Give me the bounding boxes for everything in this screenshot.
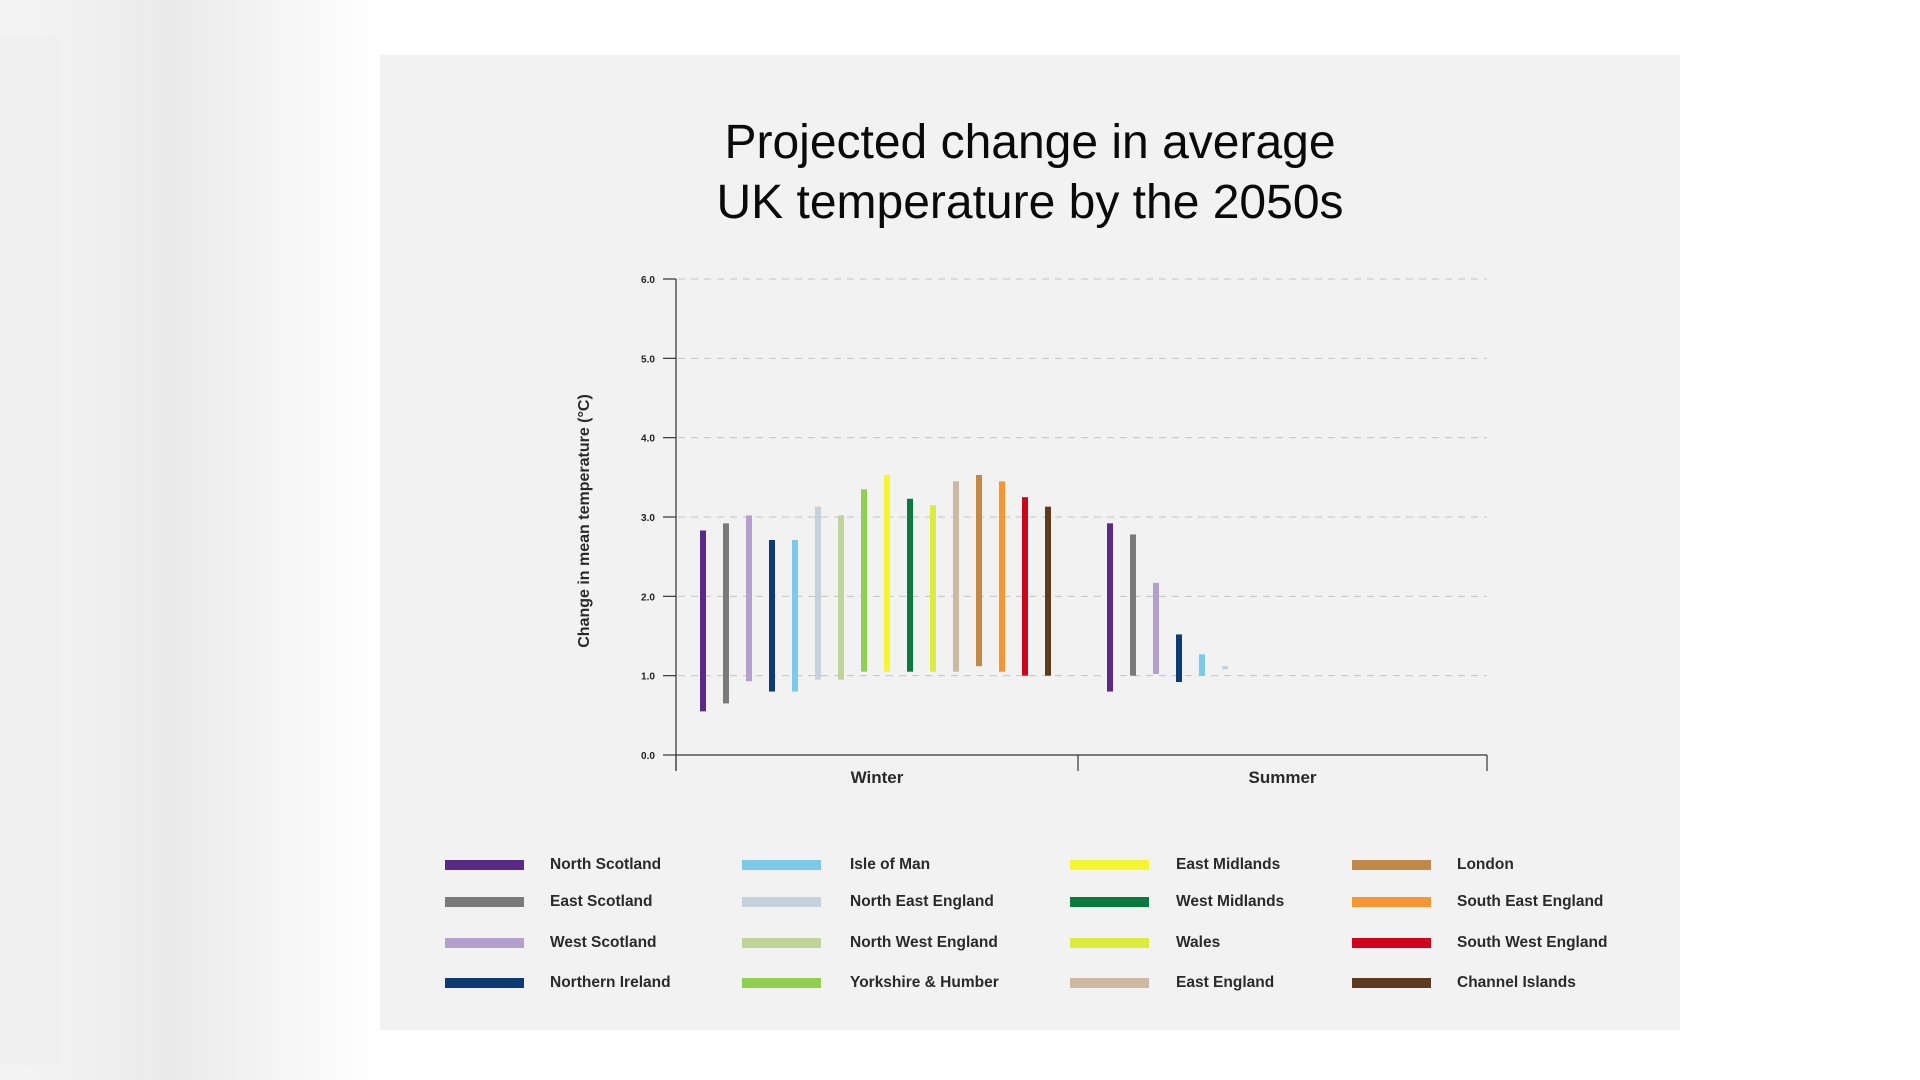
legend-swatch — [445, 938, 524, 948]
legend-label: North West England — [850, 934, 998, 951]
legend-swatch — [742, 938, 821, 948]
chart-title: Projected change in average UK temperatu… — [380, 113, 1680, 233]
y-tick-label: 5.0 — [641, 354, 655, 365]
legend-label: London — [1457, 856, 1514, 873]
legend-swatch — [445, 978, 524, 988]
legend-label: Yorkshire & Humber — [850, 974, 999, 991]
bar-summer — [1199, 654, 1205, 676]
y-tick-label: 3.0 — [641, 513, 655, 524]
legend-label: South East England — [1457, 893, 1604, 910]
chart-axes: 0.0 1.0 2.0 3.0 4.0 5.0 6.0 Winter Summer — [641, 275, 1488, 787]
legend-swatch — [742, 897, 821, 907]
legend-swatch — [1070, 978, 1149, 988]
bar-winter — [999, 481, 1005, 672]
legend-label: North East England — [850, 893, 994, 910]
y-tick-label: 6.0 — [641, 275, 655, 286]
legend-swatch — [1070, 860, 1149, 870]
bar-winter — [884, 474, 890, 672]
x-category-label: Winter — [851, 768, 904, 787]
legend-label: Channel Islands — [1457, 974, 1576, 991]
bar-winter — [815, 506, 821, 680]
chart-panel: Projected change in average UK temperatu… — [380, 55, 1680, 1030]
chart-title-line-2: UK temperature by the 2050s — [716, 176, 1344, 229]
legend-swatch — [445, 860, 524, 870]
chart-bars — [700, 474, 1228, 712]
bar-summer — [1153, 582, 1159, 675]
x-category-label: Summer — [1248, 768, 1316, 787]
y-tick-label: 1.0 — [641, 672, 655, 683]
bar-winter — [907, 498, 913, 672]
bar-winter — [1022, 497, 1028, 676]
legend-swatch — [1352, 860, 1431, 870]
legend-label: Wales — [1176, 934, 1221, 951]
legend-label: East Midlands — [1176, 856, 1281, 873]
legend-label: Northern Ireland — [550, 974, 671, 991]
legend-label: South West England — [1457, 934, 1608, 951]
bar-winter — [746, 515, 752, 682]
bar-winter — [723, 523, 729, 704]
legend-label: North Scotland — [550, 856, 662, 873]
bar-chart: 0.0 1.0 2.0 3.0 4.0 5.0 6.0 Winter Summer Change… — [576, 275, 1488, 787]
bar-winter — [1045, 506, 1051, 676]
legend-swatch — [742, 978, 821, 988]
bar-winter — [700, 530, 706, 712]
bar-winter — [861, 489, 867, 672]
chart-legend: North Scotland East Scotland West Scotland… — [380, 55, 1680, 1030]
bar-winter — [930, 505, 936, 672]
y-axis-label: Change in mean temperature (°C) — [576, 394, 593, 648]
legend-label: Isle of Man — [850, 856, 931, 873]
y-tick-label: 4.0 — [641, 434, 655, 445]
legend-label: West Scotland — [550, 934, 657, 951]
bar-winter — [976, 474, 982, 667]
bar-winter — [953, 481, 959, 672]
chart-title-line-1: Projected change in average — [724, 116, 1336, 169]
chart-grid — [678, 278, 1487, 677]
left-page-edge — [0, 35, 62, 1065]
legend-swatch — [1352, 938, 1431, 948]
legend-swatch — [1070, 938, 1149, 948]
bar-summer — [1222, 666, 1228, 670]
bar-winter — [838, 515, 844, 680]
legend-swatch — [742, 860, 821, 870]
y-tick-label: 2.0 — [641, 592, 655, 603]
bar-summer — [1176, 634, 1182, 683]
legend-swatch — [445, 897, 524, 907]
bar-summer — [1130, 534, 1136, 676]
legend-label: East England — [1176, 974, 1275, 991]
legend-swatch — [1070, 897, 1149, 907]
left-page-shadow — [0, 0, 380, 1080]
legend-label: West Midlands — [1176, 893, 1285, 910]
legend-swatch — [1352, 978, 1431, 988]
legend-label: East Scotland — [550, 893, 653, 910]
bar-winter — [792, 540, 798, 692]
bar-winter — [769, 540, 775, 692]
bar-summer — [1107, 523, 1113, 692]
y-tick-label: 0.0 — [641, 751, 655, 762]
legend-swatch — [1352, 897, 1431, 907]
